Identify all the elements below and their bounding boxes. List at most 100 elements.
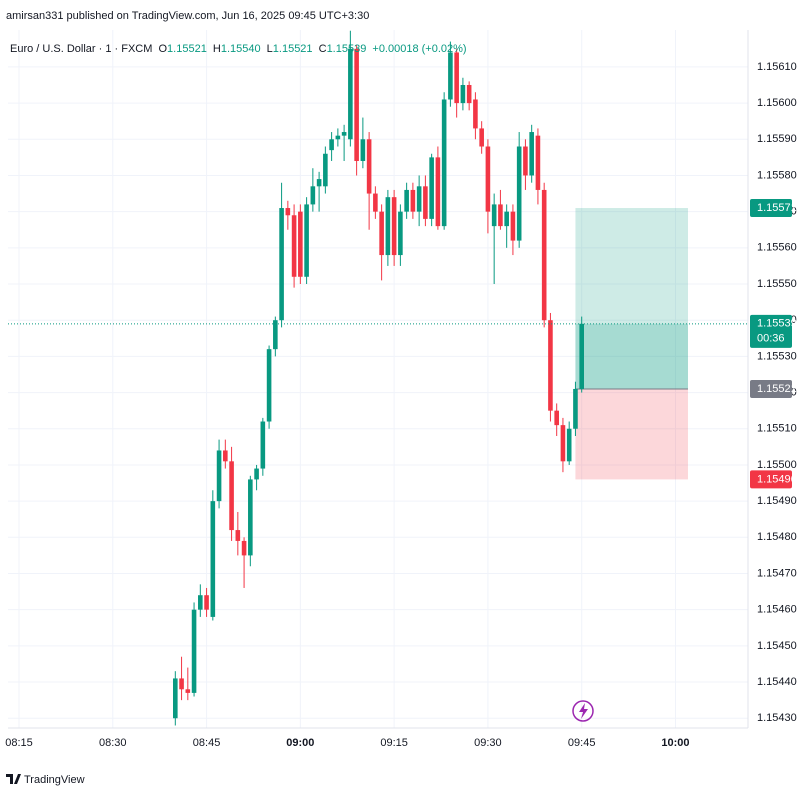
y-tick-label: 1.15550 <box>757 278 797 290</box>
candle-body <box>504 211 509 227</box>
candle-body <box>179 678 184 690</box>
x-tick-label: 10:00 <box>661 737 689 749</box>
candle-body <box>210 501 216 617</box>
candle-body <box>348 48 353 140</box>
candle-body <box>554 410 559 426</box>
candle-body <box>429 157 434 219</box>
candle-body <box>416 186 422 212</box>
candle-body <box>229 461 234 531</box>
candle-body <box>579 323 584 389</box>
candle-body <box>523 146 528 176</box>
candle-body <box>173 678 178 719</box>
y-tick-label: 1.15530 <box>757 350 797 362</box>
candle-body <box>379 211 384 256</box>
y-tick-label: 1.15460 <box>757 604 797 616</box>
price-tag-label: 1.15521 <box>757 383 797 395</box>
y-tick-label: 1.15510 <box>757 423 797 435</box>
legend-change: +0.00018 (+0.02%) <box>372 43 466 55</box>
candle-body <box>204 595 209 610</box>
x-tick-label: 08:45 <box>193 737 221 749</box>
candle-body <box>366 139 372 194</box>
candle-body <box>266 349 272 422</box>
candle-body <box>241 540 247 556</box>
candle-body <box>498 204 503 227</box>
candle-body <box>360 139 366 161</box>
footer: TradingView <box>24 774 85 786</box>
stop-zone <box>575 388 688 480</box>
candle-body <box>223 450 228 462</box>
candle-body <box>254 468 259 480</box>
candle-body <box>529 132 534 176</box>
candle-body <box>485 146 491 212</box>
candle-body <box>398 211 403 256</box>
candle-body <box>279 208 284 321</box>
candle-body <box>454 52 459 104</box>
candle-body <box>341 132 347 136</box>
candle-body <box>385 197 391 256</box>
plot <box>8 30 748 726</box>
price-tag <box>750 470 792 489</box>
y-tick-label: 1.15490 <box>757 495 797 507</box>
candle-body <box>291 215 297 277</box>
candle-body <box>285 208 291 216</box>
candle-body <box>260 421 266 469</box>
candle-body <box>573 388 578 429</box>
candle-body <box>316 179 322 187</box>
candle-body <box>516 146 522 241</box>
candle-body <box>466 85 472 104</box>
logo <box>6 774 21 784</box>
candle-body <box>391 197 397 256</box>
candle-body <box>510 211 516 241</box>
legend-value: 1.15521 <box>273 43 313 55</box>
legend-value: 1.15539 <box>327 43 367 55</box>
y-tick-label: 1.15560 <box>757 242 797 254</box>
header: amirsan331 published on TradingView.com,… <box>6 10 369 22</box>
y-tick-label: 1.15440 <box>757 676 797 688</box>
price-tag <box>750 199 792 218</box>
price-tag-label: 1.15571 <box>757 202 797 214</box>
candle-body <box>298 211 303 277</box>
legend-key: C <box>319 43 327 55</box>
candle-body <box>560 425 566 462</box>
x-tick-label: 09:00 <box>286 737 314 749</box>
y-tick-label: 1.15480 <box>757 531 797 543</box>
candle-body <box>441 99 447 227</box>
candle-body <box>566 428 572 462</box>
y-tick-label: 1.15590 <box>757 133 797 145</box>
candle-body <box>404 189 409 212</box>
candle-body <box>329 139 334 151</box>
legend-value: 1.15521 <box>167 43 207 55</box>
y-tick-label: 1.15500 <box>757 459 797 471</box>
candle-body <box>423 186 428 219</box>
x-tick-label: 08:30 <box>99 737 127 749</box>
candle-body <box>548 320 553 411</box>
candle-body <box>410 189 416 212</box>
candle-body <box>435 157 441 227</box>
target-zone <box>575 208 688 389</box>
countdown: 00:36 <box>757 333 785 345</box>
y-tick-label: 1.15610 <box>757 61 797 73</box>
candle-body <box>354 48 359 161</box>
y-tick-label: 1.15470 <box>757 567 797 579</box>
y-tick-label: 1.15430 <box>757 712 797 724</box>
legend: Euro / U.S. Dollar · 1 · FXCM O1.15521 H… <box>10 43 467 55</box>
legend-key: O <box>158 43 167 55</box>
candle-body <box>473 99 478 129</box>
candle-body <box>541 189 547 321</box>
x-tick-label: 09:30 <box>474 737 502 749</box>
y-tick-label: 1.15600 <box>757 97 797 109</box>
candle-body <box>479 128 484 147</box>
candle-body <box>310 186 316 205</box>
legend-symbol: Euro / U.S. Dollar · 1 · FXCM <box>10 43 152 55</box>
candle-body <box>191 609 197 693</box>
candle-body <box>323 153 328 187</box>
candle-body <box>216 450 222 502</box>
candle-body <box>448 52 453 100</box>
x-tick-label: 08:15 <box>5 737 33 749</box>
price-tag <box>750 379 792 398</box>
candle-body <box>304 204 309 277</box>
candle-body <box>273 320 278 350</box>
legend-key: L <box>267 43 273 55</box>
